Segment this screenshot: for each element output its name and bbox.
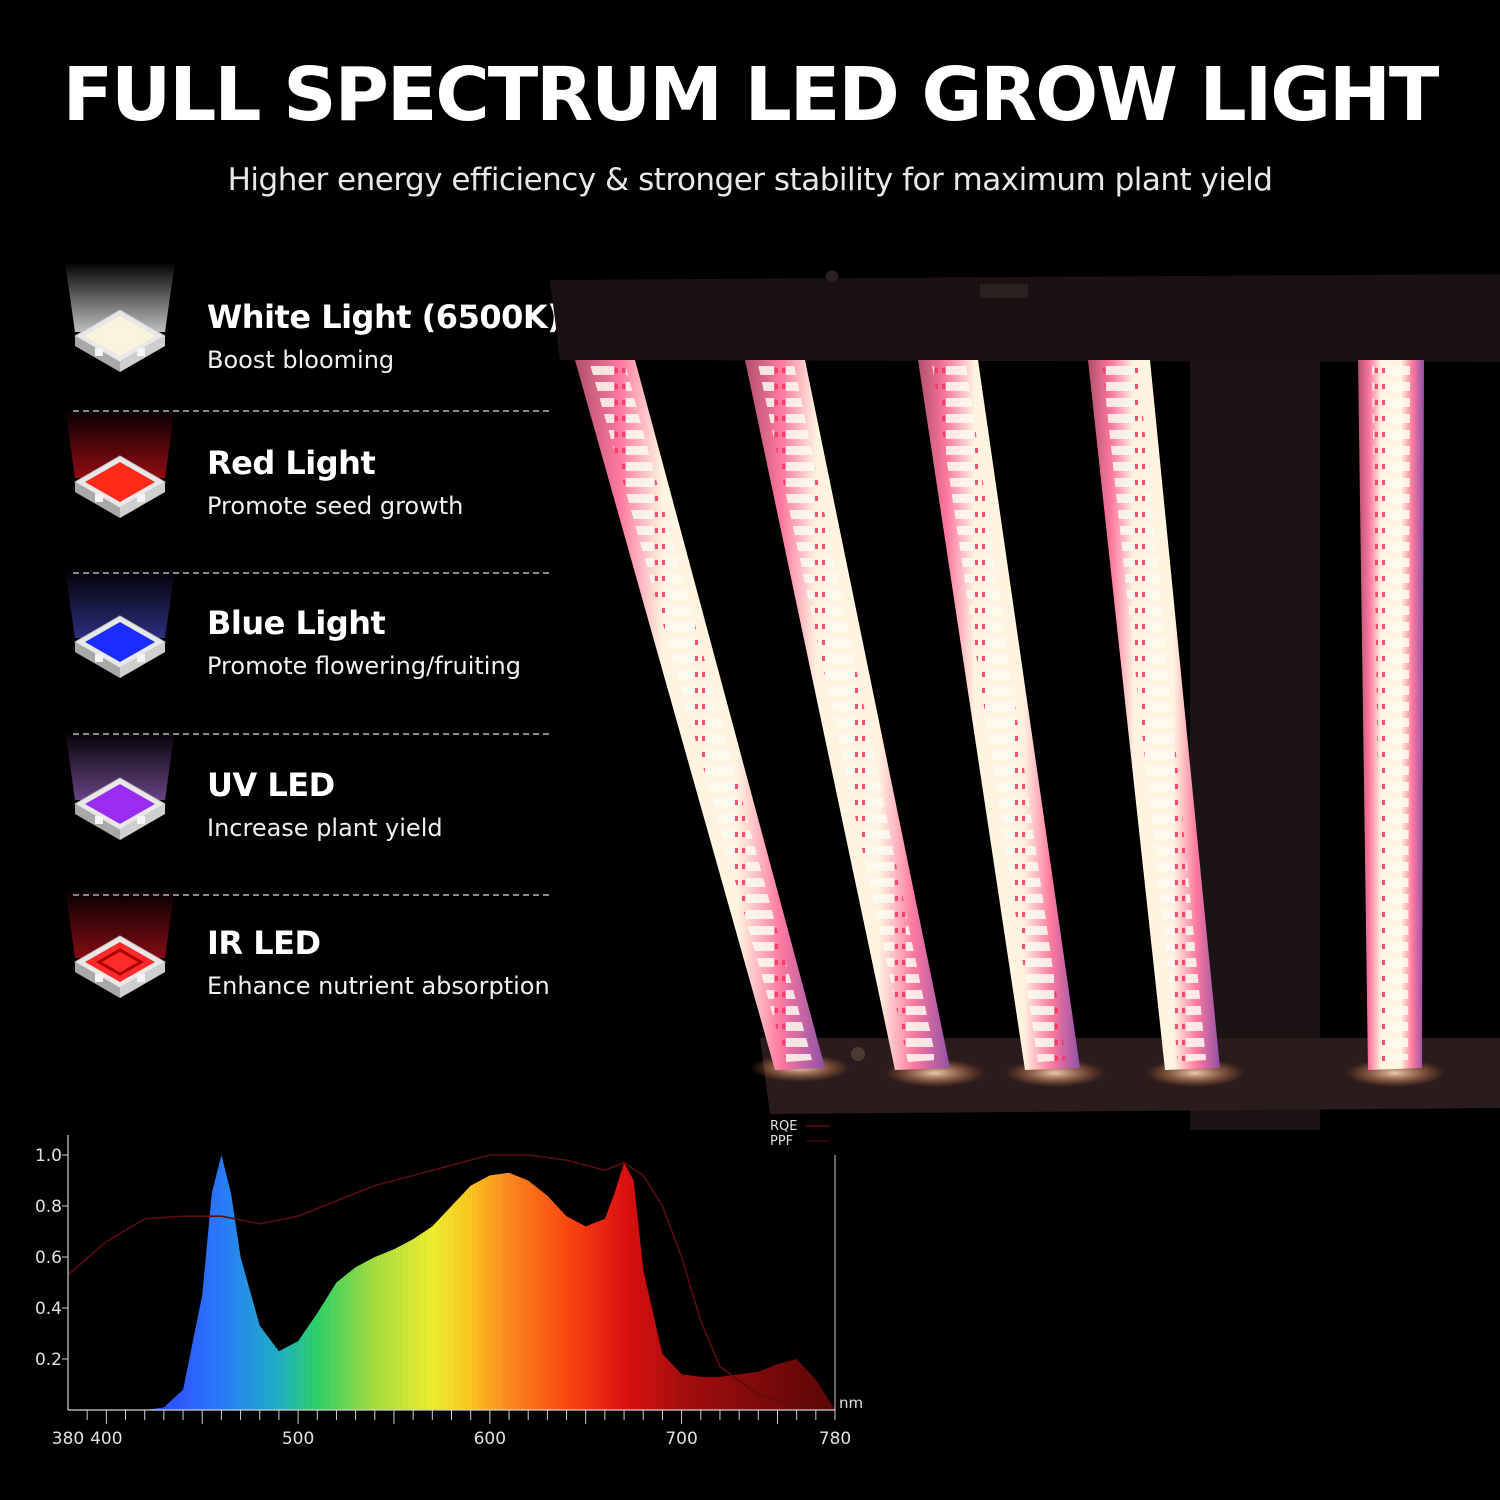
feature-description: Promote seed growth: [207, 492, 464, 520]
led-surface: [85, 462, 155, 502]
ppf-area: [68, 1155, 835, 1410]
y-tick-label: 0.2: [35, 1350, 62, 1370]
x-tick-label: 380: [52, 1429, 84, 1449]
divider: [73, 572, 549, 574]
spectrum-stripes: [67, 1155, 834, 1410]
chart-ticks: 380 400 500 600 700 780 0.2 0.4 0.6 0.8 1.0 nm: [35, 1146, 863, 1449]
y-tick-label: 0.6: [35, 1248, 62, 1268]
light-beam: [65, 730, 175, 800]
divider: [73, 733, 549, 735]
led-surface: [85, 622, 155, 662]
feature-description: Promote flowering/fruiting: [207, 652, 521, 680]
y-tick-label: 0.4: [35, 1299, 62, 1319]
x-tick-label: 600: [474, 1429, 506, 1449]
legend-entry: RQE: [770, 1119, 797, 1134]
led-bar-fixture: [550, 270, 1500, 1130]
feature-title: Blue Light: [207, 604, 386, 642]
y-tick-label: 0.8: [35, 1197, 62, 1217]
light-beam: [65, 408, 175, 478]
feature-ir-led: IR LED Enhance nutrient absorption: [55, 888, 555, 1038]
feature-white-light: White Light (6500K) Boost blooming: [55, 262, 562, 412]
uv-led-chip-icon: [65, 730, 175, 840]
feature-title: UV LED: [207, 766, 335, 804]
y-tick-label: 1.0: [35, 1146, 62, 1166]
x-tick-label: 780: [819, 1429, 851, 1449]
feature-uv-led: UV LED Increase plant yield: [55, 730, 555, 880]
light-beam: [65, 568, 175, 638]
subheadline: Higher energy efficiency & stronger stab…: [227, 162, 1273, 198]
red-led-chip-icon: [65, 408, 175, 518]
x-tick-label: 500: [282, 1429, 314, 1449]
feature-title: IR LED: [207, 924, 321, 962]
feature-blue-light: Blue Light Promote flowering/fruiting: [55, 568, 555, 718]
headline: FULL SPECTRUM LED GROW LIGHT: [62, 52, 1440, 138]
x-axis-unit: nm: [839, 1394, 863, 1412]
led-bars: [575, 360, 1424, 1070]
light-beam: [65, 262, 175, 332]
feature-description: Enhance nutrient absorption: [207, 972, 550, 1000]
led-surface: [85, 942, 155, 982]
divider: [73, 894, 549, 896]
ir-led-chip-icon: [65, 888, 175, 998]
x-tick-label: 700: [665, 1429, 697, 1449]
spectrum-chart: 380 400 500 600 700 780 0.2 0.4 0.6 0.8 1.0 nm RQEP…: [35, 1119, 863, 1449]
blue-led-chip-icon: [65, 568, 175, 678]
light-beam: [65, 888, 175, 958]
rqe-line: [67, 1154, 836, 1411]
led-surface: [85, 784, 155, 824]
led-surface: [85, 316, 155, 356]
divider: [73, 410, 549, 412]
x-tick-label: 400: [90, 1429, 122, 1449]
white-led-chip-icon: [65, 262, 175, 372]
feature-title: Red Light: [207, 444, 376, 482]
feature-title: White Light (6500K): [207, 298, 562, 336]
legend-entry: PPF: [770, 1134, 793, 1149]
feature-red-light: Red Light Promote seed growth: [55, 408, 555, 558]
feature-description: Increase plant yield: [207, 814, 443, 842]
feature-description: Boost blooming: [207, 346, 395, 374]
